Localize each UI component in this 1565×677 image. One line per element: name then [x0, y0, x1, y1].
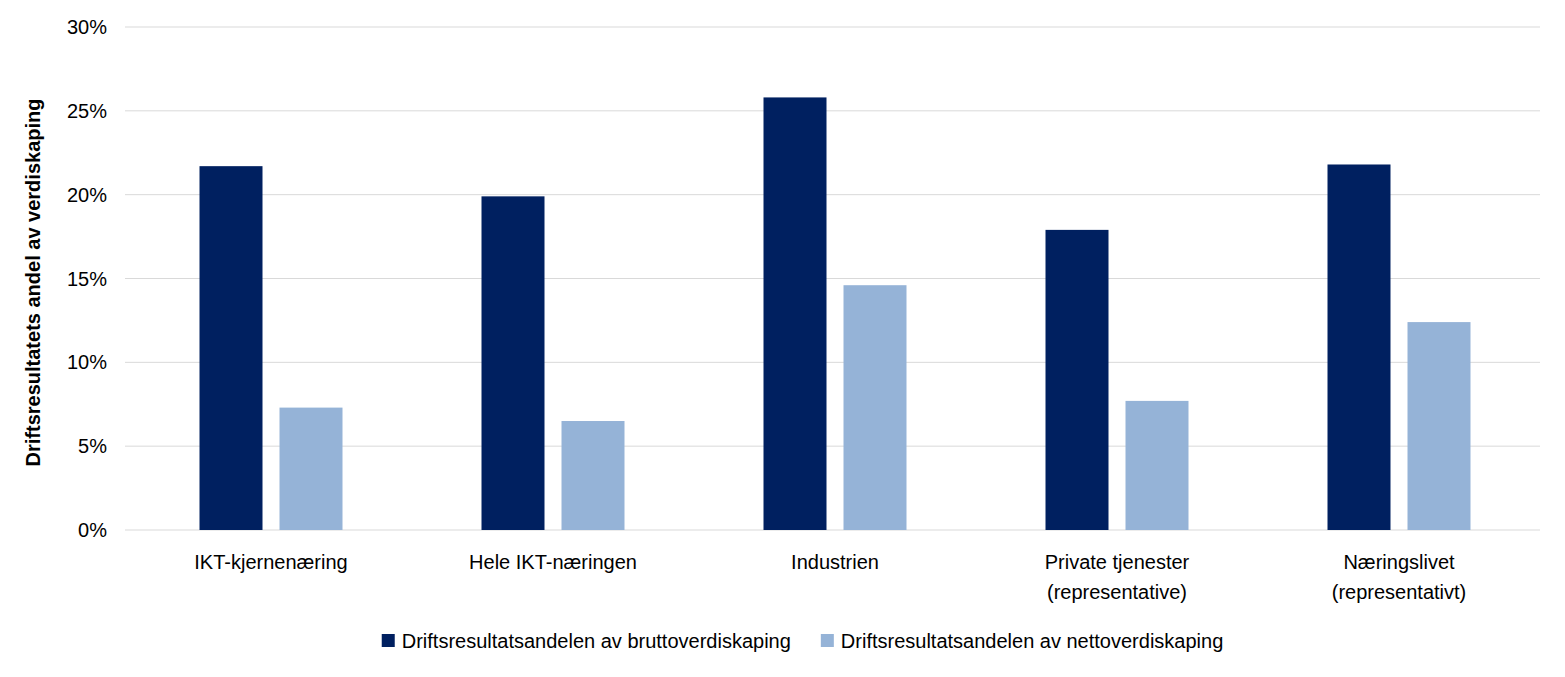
chart-container: 0% 5% 10% 15% 20% 25% 30% IKT-kjernenæring Hele … — [0, 0, 1565, 677]
x-tick-label-line: (representativt) — [1332, 581, 1467, 603]
bar — [200, 166, 263, 530]
grid-line — [125, 110, 1540, 111]
y-tick-label: 0% — [78, 519, 107, 541]
bar — [764, 97, 827, 530]
legend-label: Driftsresultatsandelen av bruttoverdiska… — [402, 630, 791, 652]
bar — [844, 285, 907, 530]
y-axis-label: Driftsresultatets andel av verdiskaping — [22, 99, 44, 467]
x-tick-label-line: Næringslivet — [1343, 551, 1455, 573]
x-tick-label-line: IKT-kjernenæring — [194, 551, 347, 573]
x-tick-label: Hele IKT-næringen — [469, 551, 637, 573]
bar — [562, 421, 625, 530]
bar — [1408, 322, 1471, 530]
x-tick-label: Private tjenester (representative) — [1045, 551, 1190, 603]
y-tick-label: 10% — [67, 351, 107, 373]
y-tick-label: 15% — [67, 268, 107, 290]
chart-svg: 0% 5% 10% 15% 20% 25% 30% IKT-kjernenæring Hele … — [0, 0, 1565, 677]
legend-swatch — [382, 634, 395, 647]
x-tick-label-line: Industrien — [791, 551, 879, 573]
x-tick-label-line: (representative) — [1047, 581, 1187, 603]
y-tick-label: 30% — [67, 16, 107, 38]
legend: Driftsresultatsandelen av bruttoverdiska… — [382, 630, 1224, 652]
x-tick-label: Næringslivet (representativt) — [1332, 551, 1467, 603]
x-tick-label: IKT-kjernenæring — [194, 551, 347, 573]
legend-item: Driftsresultatsandelen av nettoverdiskap… — [821, 630, 1223, 652]
legend-item: Driftsresultatsandelen av bruttoverdiska… — [382, 630, 791, 652]
x-tick-label: Industrien — [791, 551, 879, 573]
bar — [1046, 230, 1109, 530]
legend-swatch — [821, 634, 834, 647]
bar — [280, 408, 343, 530]
bar — [482, 196, 545, 530]
grid-line — [125, 27, 1540, 28]
y-tick-label: 25% — [67, 100, 107, 122]
bar — [1126, 401, 1189, 530]
legend-label: Driftsresultatsandelen av nettoverdiskap… — [841, 630, 1223, 652]
x-tick-label-line: Private tjenester — [1045, 551, 1190, 573]
bars — [200, 97, 1471, 530]
bar — [1328, 164, 1391, 530]
x-tick-label-line: Hele IKT-næringen — [469, 551, 637, 573]
y-tick-label: 5% — [78, 435, 107, 457]
y-tick-label: 20% — [67, 184, 107, 206]
